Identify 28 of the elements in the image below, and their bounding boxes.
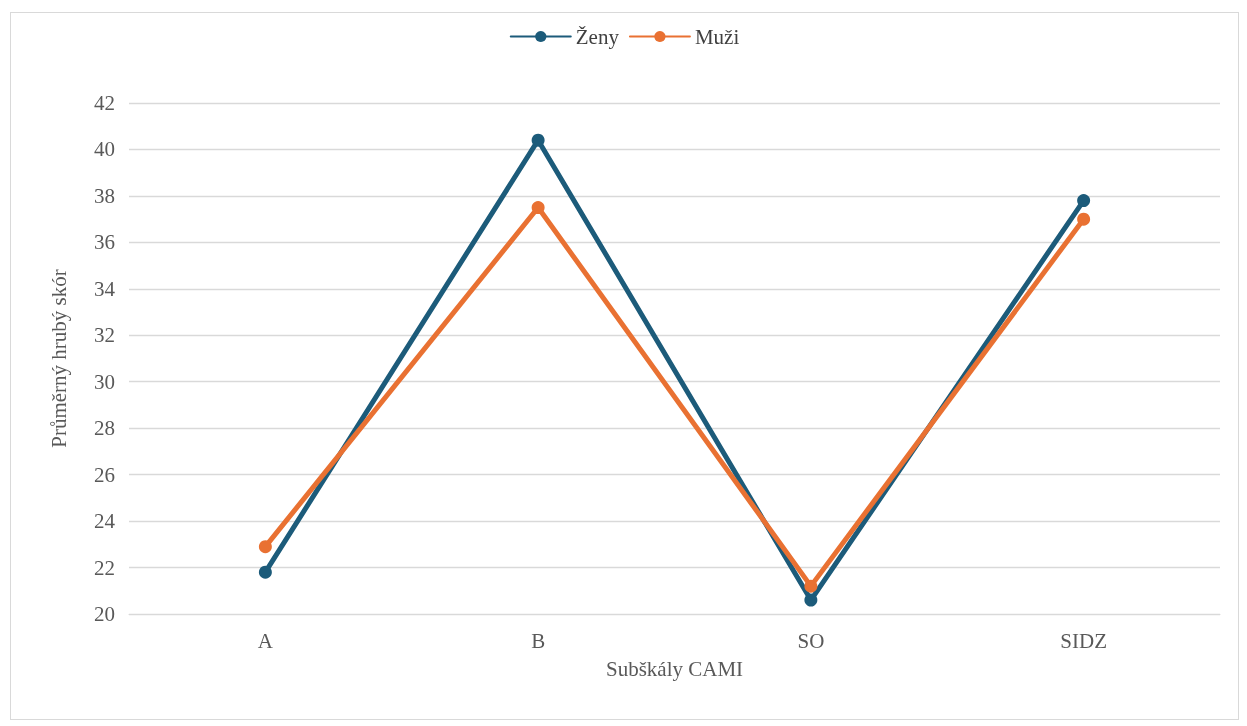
point [531,201,545,215]
x-axis-title: Subškály CAMI [605,656,744,681]
y-tick-label: 36 [94,230,115,255]
point [531,133,545,147]
point [258,540,272,554]
x-tick-label: SO [797,628,825,653]
point [1077,212,1091,226]
y-tick-label: 40 [94,137,115,162]
y-tick-label: 20 [94,602,115,626]
x-tick-label: SIDZ [1060,628,1107,653]
legend-label: Muži [694,24,740,49]
x-tick-label: A [257,628,274,653]
point [258,565,272,579]
y-tick-label: 26 [94,462,115,487]
y-tick-label: 30 [94,369,115,394]
y-tick-label: 42 [94,91,115,115]
y-tick-label: 32 [94,323,115,348]
y-tick-label: 34 [94,276,116,301]
y-tick-label: 28 [94,416,115,441]
point [1077,194,1091,208]
point [804,579,818,593]
y-axis-title: Průměrný hrubý skór [46,269,71,448]
legend-label: Ženy [575,24,620,49]
y-tick-label: 24 [94,509,116,534]
y-tick-label: 22 [94,555,115,580]
point [804,593,818,607]
y-tick-label: 38 [94,183,115,208]
x-tick-label: B [531,628,546,653]
